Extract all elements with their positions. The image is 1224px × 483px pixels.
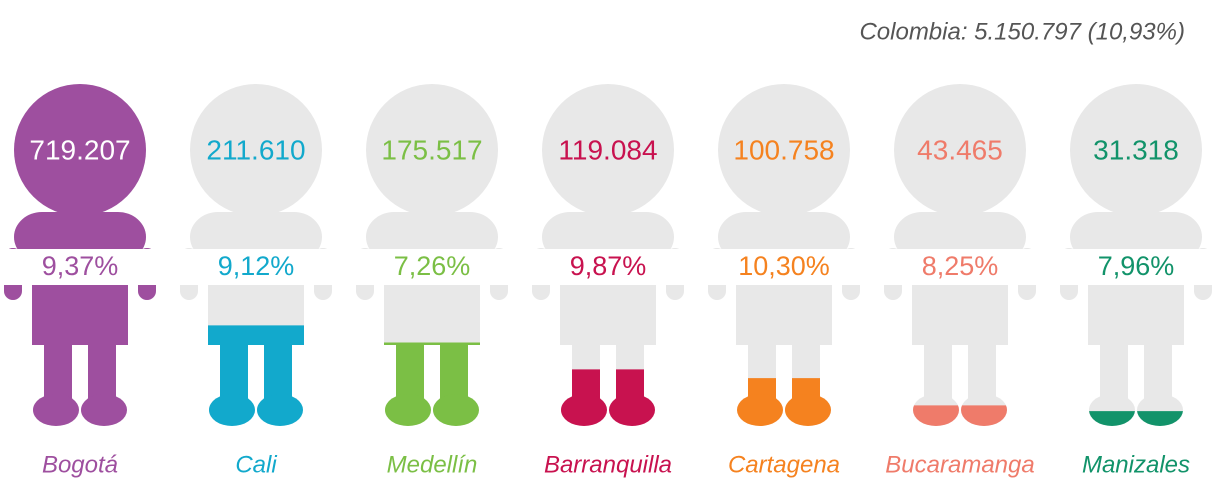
value-label: 175.517 xyxy=(381,134,482,165)
value-label: 211.610 xyxy=(206,134,305,165)
share-label: 10,30% xyxy=(738,251,830,281)
value-label: 119.084 xyxy=(558,134,657,165)
value-label: 100.758 xyxy=(733,134,834,165)
category-label: Medellín xyxy=(387,451,478,478)
value-label: 43.465 xyxy=(917,134,1003,165)
annotation: Colombia: 5.150.797 (10,93%) xyxy=(859,18,1185,45)
share-label: 7,96% xyxy=(1098,251,1175,281)
share-label: 9,12% xyxy=(218,251,295,281)
share-label: 9,37% xyxy=(42,251,119,281)
share-label: 8,25% xyxy=(922,251,999,281)
category-label: Bucaramanga xyxy=(885,451,1034,478)
category-label: Barranquilla xyxy=(544,451,672,478)
share-label: 7,26% xyxy=(394,251,471,281)
category-label: Cartagena xyxy=(728,451,840,478)
value-label: 719.207 xyxy=(29,134,130,165)
value-label: 31.318 xyxy=(1093,134,1179,165)
share-label: 9,87% xyxy=(570,251,647,281)
category-label: Bogotá xyxy=(42,451,118,478)
category-label: Cali xyxy=(235,451,277,478)
infographic: Colombia: 5.150.797 (10,93%) 719.207 9,37… xyxy=(0,0,1224,483)
category-label: Manizales xyxy=(1082,451,1190,478)
